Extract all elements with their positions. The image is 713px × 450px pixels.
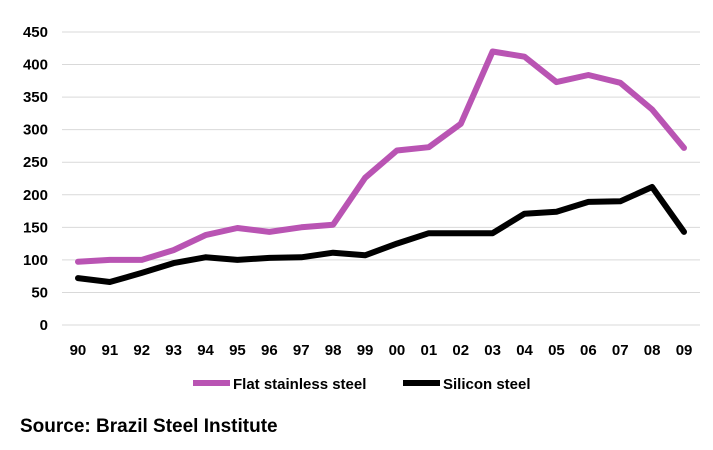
y-tick-label: 450 [23,24,48,41]
x-tick-label: 01 [421,342,438,359]
source-caption: Source: Brazil Steel Institute [20,416,278,437]
x-tick-label: 92 [133,342,150,359]
x-tick-label: 99 [357,342,374,359]
x-tick-label: 96 [261,342,278,359]
x-tick-label: 91 [102,342,119,359]
x-tick-label: 94 [197,342,214,359]
x-tick-label: 95 [229,342,246,359]
x-tick-label: 09 [676,342,693,359]
series-line-silicon-steel [75,184,687,285]
x-tick-label: 05 [548,342,565,359]
y-tick-label: 300 [23,122,48,139]
series-lines [75,48,687,285]
x-tick-label: 03 [484,342,501,359]
x-tick-label: 06 [580,342,597,359]
y-tick-label: 350 [23,89,48,106]
x-tick-label: 98 [325,342,342,359]
y-tick-label: 0 [40,317,48,334]
y-tick-label: 200 [23,187,48,204]
y-tick-label: 400 [23,57,48,74]
y-tick-label: 150 [23,219,48,236]
y-tick-label: 100 [23,252,48,269]
x-tick-label: 00 [389,342,406,359]
y-tick-label: 250 [23,154,48,171]
x-tick-label: 93 [165,342,182,359]
x-tick-label: 90 [70,342,87,359]
y-axis-ticks: 0 50 100 150 200 250 300 350 400 450 [23,24,48,334]
legend-label-flat-stainless-steel: Flat stainless steel [233,376,366,393]
x-tick-label: 07 [612,342,629,359]
y-tick-label: 50 [31,284,48,301]
x-axis-ticks: 90 91 92 93 94 95 96 97 98 99 00 01 02 03 04 05 06 07 08 09 [70,342,693,359]
legend: Flat stainless steel Silicon steel [193,376,531,393]
x-tick-label: 02 [452,342,469,359]
x-tick-label: 04 [516,342,533,359]
series-line-flat-stainless-steel [75,48,687,265]
x-tick-label: 97 [293,342,310,359]
x-tick-label: 08 [644,342,661,359]
legend-label-silicon-steel: Silicon steel [443,376,531,393]
